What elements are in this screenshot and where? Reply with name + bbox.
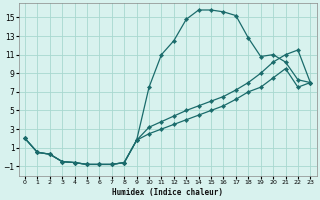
X-axis label: Humidex (Indice chaleur): Humidex (Indice chaleur) xyxy=(112,188,223,197)
